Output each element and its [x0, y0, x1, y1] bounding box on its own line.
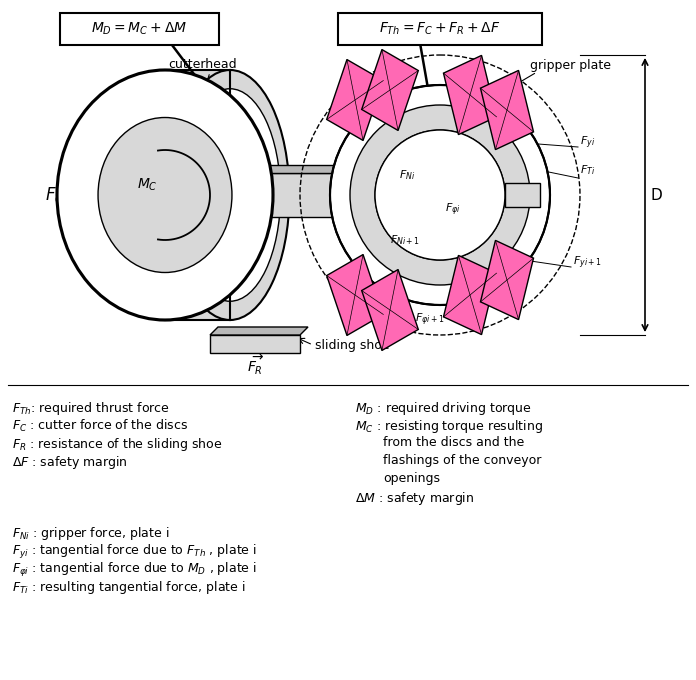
Polygon shape [165, 70, 230, 320]
Ellipse shape [171, 70, 290, 320]
Text: D: D [651, 188, 663, 203]
Text: $\Delta M$ : safety margin: $\Delta M$ : safety margin [355, 490, 474, 507]
FancyBboxPatch shape [338, 13, 542, 45]
Text: $F_C$: $F_C$ [45, 185, 65, 205]
Ellipse shape [57, 70, 273, 320]
Text: $F_{Ti}$: $F_{Ti}$ [580, 163, 595, 177]
Text: cutterhead: cutterhead [168, 58, 237, 71]
Polygon shape [362, 50, 418, 131]
Text: $M_C$: $M_C$ [136, 177, 157, 193]
Circle shape [375, 130, 505, 260]
Text: flashings of the conveyor: flashings of the conveyor [383, 454, 541, 467]
Ellipse shape [98, 118, 232, 273]
Text: $F_{yi}$: $F_{yi}$ [580, 135, 595, 151]
Text: $F_{yi}$ : tangential force due to $F_{Th}$ , plate i: $F_{yi}$ : tangential force due to $F_{T… [12, 543, 257, 561]
Text: sliding shoe: sliding shoe [315, 339, 390, 352]
Polygon shape [326, 254, 383, 335]
Polygon shape [480, 71, 534, 150]
Text: $F_{Ti+1}$: $F_{Ti+1}$ [458, 278, 487, 292]
Text: $F_{Ni+1}$: $F_{Ni+1}$ [390, 233, 420, 247]
Text: $F_C$ : cutter force of the discs: $F_C$ : cutter force of the discs [12, 418, 188, 434]
Circle shape [375, 130, 505, 260]
Bar [230, 173, 420, 217]
Text: $F_{Ni}$: $F_{Ni}$ [399, 168, 415, 182]
Text: $\overrightarrow{F_R}$: $\overrightarrow{F_R}$ [246, 353, 264, 377]
Text: openings: openings [383, 472, 440, 485]
Text: from the discs and the: from the discs and the [383, 436, 524, 449]
Polygon shape [443, 256, 496, 335]
Text: $F_{Th}$: required thrust force: $F_{Th}$: required thrust force [12, 400, 170, 417]
Text: $M_D$ : required driving torque: $M_D$ : required driving torque [355, 400, 532, 417]
Text: $F_{Ni}$ : gripper force, plate i: $F_{Ni}$ : gripper force, plate i [12, 525, 170, 542]
Text: $F_{Th} = F_C + F_R + \Delta F$: $F_{Th} = F_C + F_R + \Delta F$ [379, 21, 500, 37]
Text: $M_C$ : resisting torque resulting: $M_C$ : resisting torque resulting [355, 418, 543, 435]
Polygon shape [326, 60, 383, 141]
Text: $F_R$ : resistance of the sliding shoe: $F_R$ : resistance of the sliding shoe [12, 436, 223, 453]
Polygon shape [443, 55, 496, 135]
Polygon shape [230, 165, 420, 173]
Text: $F_{Ti}$ : resulting tangential force, plate i: $F_{Ti}$ : resulting tangential force, p… [12, 579, 246, 596]
Text: $F_{\varphi i}$: $F_{\varphi i}$ [445, 202, 461, 218]
Text: $\Delta F$ : safety margin: $\Delta F$ : safety margin [12, 454, 127, 471]
Circle shape [330, 85, 550, 305]
Polygon shape [480, 241, 534, 320]
Ellipse shape [180, 89, 280, 301]
Text: $F_{yi+1}$: $F_{yi+1}$ [573, 255, 602, 271]
FancyBboxPatch shape [60, 13, 219, 45]
Text: $F_{\varphi i+1}$: $F_{\varphi i+1}$ [416, 312, 445, 328]
Text: $F_{\varphi i}$ : tangential force due to $M_D$ , plate i: $F_{\varphi i}$ : tangential force due t… [12, 561, 257, 579]
Bar [210, 335, 300, 353]
Circle shape [350, 105, 530, 285]
Bar [505, 183, 540, 207]
Text: gripper plate: gripper plate [530, 58, 611, 71]
Polygon shape [210, 327, 308, 335]
Text: $M_D = M_C + \Delta M$: $M_D = M_C + \Delta M$ [91, 21, 188, 37]
Polygon shape [362, 269, 418, 350]
